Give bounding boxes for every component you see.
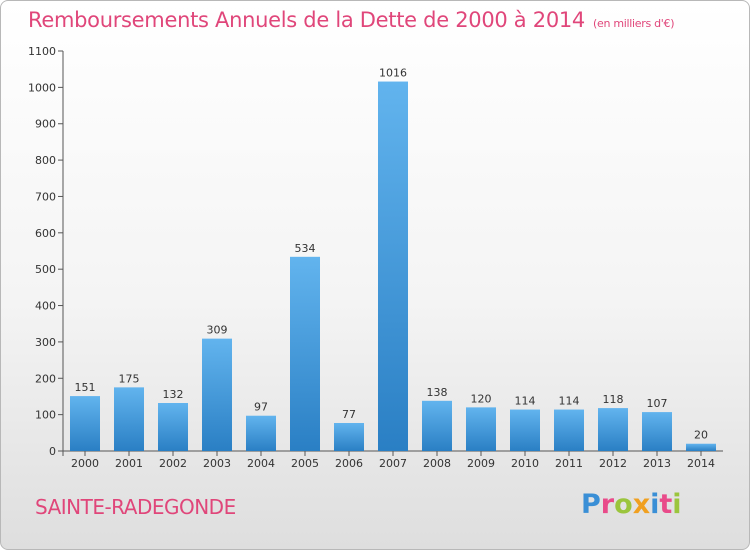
bar-2002 [158, 403, 188, 451]
logo-letter: t [659, 489, 673, 520]
logo-letter: P [581, 489, 601, 520]
bar-2003 [202, 338, 232, 451]
chart-title: Remboursements Annuels de la Dette de 20… [28, 8, 674, 32]
y-tick-label: 1000 [28, 81, 56, 94]
x-tick-label-2005: 2005 [291, 457, 319, 470]
x-tick-label-2000: 2000 [71, 457, 99, 470]
x-tick-label-2012: 2012 [599, 457, 627, 470]
bar-2001 [114, 387, 144, 451]
data-label-2011: 114 [559, 395, 580, 408]
y-tick-label: 500 [35, 263, 56, 276]
data-label-2003: 309 [207, 324, 228, 337]
x-tick-label-2011: 2011 [555, 457, 583, 470]
bar-2012 [598, 408, 628, 451]
x-tick-label-2013: 2013 [643, 457, 671, 470]
data-label-2013: 107 [647, 397, 668, 410]
logo-letter: i [672, 489, 682, 520]
chart-unit: (en milliers d'€) [593, 17, 675, 30]
x-tick-label-2004: 2004 [247, 457, 275, 470]
bar-2011 [554, 409, 584, 451]
y-tick-label: 700 [35, 190, 56, 203]
chart-x-ticks: 2000 2001 2002 2003 2004 2005 2006 2007 2008 2009… [71, 451, 715, 470]
data-label-2007: 1016 [379, 67, 407, 80]
data-label-2005: 534 [295, 242, 316, 255]
bar-2004 [246, 415, 276, 451]
data-label-2002: 132 [163, 388, 184, 401]
bar-2014 [686, 443, 716, 451]
data-label-2004: 97 [254, 401, 268, 414]
chart-bars [70, 81, 716, 451]
y-tick-label: 400 [35, 300, 56, 313]
bar-2010 [510, 409, 540, 451]
x-tick-label-2009: 2009 [467, 457, 495, 470]
logo-letter: r [600, 489, 615, 520]
y-tick-label: 800 [35, 154, 56, 167]
bar-2000 [70, 396, 100, 451]
proxiti-logo: Proxiti [581, 489, 682, 520]
y-tick-label: 200 [35, 372, 56, 385]
x-tick-label-2002: 2002 [159, 457, 187, 470]
data-label-2014: 20 [694, 429, 708, 442]
x-tick-label-2007: 2007 [379, 457, 407, 470]
x-tick-label-2014: 2014 [687, 457, 715, 470]
bar-2013 [642, 412, 672, 451]
logo-letter: x [632, 489, 651, 520]
x-tick-label-2003: 2003 [203, 457, 231, 470]
x-tick-label-2001: 2001 [115, 457, 143, 470]
y-tick-label: 0 [49, 445, 56, 458]
x-tick-label-2006: 2006 [335, 457, 363, 470]
x-tick-label-2008: 2008 [423, 457, 451, 470]
y-tick-label: 600 [35, 227, 56, 240]
data-label-2012: 118 [603, 393, 624, 406]
y-tick-label: 300 [35, 336, 56, 349]
logo-letter: i [650, 489, 660, 520]
data-label-2009: 120 [471, 392, 492, 405]
bar-2006 [334, 423, 364, 451]
bar-2005 [290, 256, 320, 451]
x-tick-label-2010: 2010 [511, 457, 539, 470]
data-label-2008: 138 [427, 386, 448, 399]
data-label-2000: 151 [75, 381, 96, 394]
bar-2009 [466, 407, 496, 451]
town-name: SAINTE-RADEGONDE [35, 495, 236, 519]
y-tick-label: 100 [35, 409, 56, 422]
data-label-2010: 114 [515, 395, 536, 408]
y-tick-label: 900 [35, 118, 56, 131]
y-tick-label: 1100 [28, 45, 56, 58]
data-label-2006: 77 [342, 408, 356, 421]
bar-2007 [378, 81, 408, 451]
chart-title-text: Remboursements Annuels de la Dette de 20… [28, 8, 585, 32]
bar-2008 [422, 400, 452, 451]
chart-y-ticks: 0 100 200 300 400 500 600 700 800 900 1000 1100 [28, 45, 63, 458]
chart-data-labels: 151 175 132 309 97 534 77 1016 138 120 114 114 118 10… [75, 67, 709, 442]
logo-letter: o [614, 489, 633, 520]
data-label-2001: 175 [119, 372, 140, 385]
